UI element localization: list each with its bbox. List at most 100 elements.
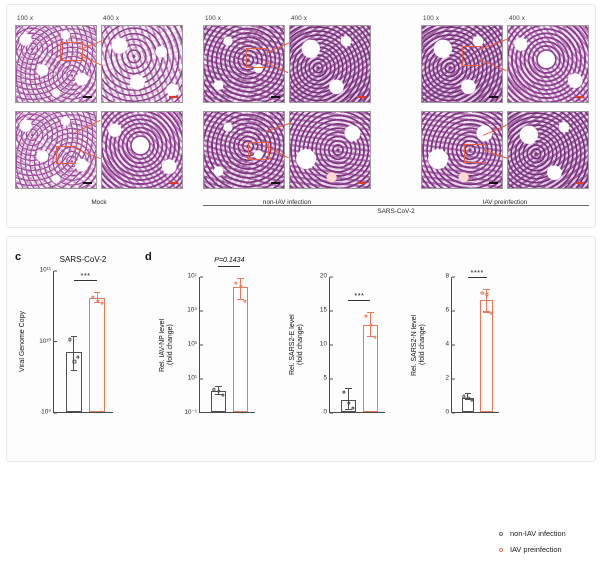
y-axis-tick-label: 5 (323, 375, 333, 382)
y-axis-tick-label: 10¹⁰ (39, 337, 57, 345)
legend-marker-icon (499, 547, 503, 552)
data-point (76, 355, 80, 359)
group-caption-non-iav-infection: non-IAV infection (262, 199, 312, 206)
tissue-texture (290, 26, 370, 102)
tissue-texture (290, 112, 370, 188)
scale-bar (271, 96, 280, 98)
scale-bar (575, 182, 584, 184)
micrograph-mock-400x-row1 (101, 25, 183, 103)
tissue-texture (16, 26, 96, 102)
error-bar-cap (345, 387, 352, 389)
group-caption-mock: Mock (91, 199, 107, 206)
sars-cov-2-bracket (203, 205, 589, 206)
data-point (364, 314, 368, 318)
micrograph-noniav-400x-row1 (289, 25, 371, 103)
chart-viral-genome-copy: SARS-CoV-2 Viral Genome Copy 10⁹ 10¹⁰ 10¹¹ **… (19, 255, 113, 416)
charts-panel: c d SARS-CoV-2 Viral Genome Copy 10⁹ 10¹⁰ 10… (6, 236, 596, 554)
group-caption-iav-preinfection: IAV preinfection (482, 199, 528, 206)
error-bar-cap (345, 408, 352, 410)
data-point (217, 389, 221, 393)
bar-iav-preinfection (89, 298, 105, 412)
data-point (347, 401, 351, 405)
data-point (369, 323, 373, 327)
roi-box (462, 46, 482, 66)
significance-stars: *** (80, 271, 91, 281)
error-bar-cap (464, 399, 472, 401)
scale-bar (575, 96, 584, 98)
data-point (68, 338, 72, 342)
data-point (221, 393, 225, 397)
y-axis-tick-label: 4 (445, 341, 455, 348)
histology-group-iav-preinfection: 100 x 400 x (421, 13, 589, 219)
chart-rel-iav-np-level: Rel. IAV-NP level (fold change) 10⁻¹ 10¹ 10³… (159, 257, 255, 416)
error-bar-cap (237, 278, 244, 280)
data-point (91, 295, 95, 299)
y-axis-tick-label: 8 (445, 273, 455, 280)
y-axis-tick-label: 10⁵ (187, 307, 203, 314)
legend-label: non-IAV infection (510, 529, 566, 538)
legend-marker-icon (499, 531, 503, 536)
chart-title: SARS-CoV-2 (59, 255, 107, 264)
micrograph-iav-400x-row1 (507, 25, 589, 103)
magnification-label-high: 400 x (291, 15, 308, 22)
data-point (96, 299, 100, 304)
histology-group-mock: 100 x 400 x (15, 13, 183, 219)
y-axis-tick-label: 10⁹ (41, 409, 57, 416)
scale-bar (83, 96, 92, 98)
y-axis-tick-label: 10⁷ (188, 273, 204, 280)
data-point (342, 390, 346, 394)
data-point (466, 396, 471, 400)
micrograph-noniav-400x-row2 (289, 111, 371, 189)
error-bar (486, 290, 488, 313)
figure-root: 100 x 400 x (6, 4, 596, 554)
chart-legend: non-IAV infection IAV preinfection (499, 529, 566, 561)
error-bar-cap (70, 335, 77, 337)
micrograph-mock-100x-row1 (15, 25, 97, 103)
error-bar-cap (367, 311, 374, 313)
plot-area: 0 5 10 15 20 *** (320, 273, 385, 416)
tissue-texture (204, 112, 284, 188)
y-axis-label: Rel. SARS2-E level (fold change) (289, 314, 305, 376)
micrograph-mock-400x-row2 (101, 111, 183, 189)
error-bar-cap (483, 289, 490, 291)
y-axis-tick-label: 10⁻¹ (184, 408, 203, 416)
scale-bar (489, 182, 498, 184)
significance-line (467, 277, 487, 279)
y-axis-tick-label: 10 (320, 341, 334, 348)
y-axis-label: Rel. IAV-NP level (fold change) (159, 318, 175, 372)
micrograph-iav-100x-row1 (421, 25, 503, 103)
panel-letter-c: c (15, 251, 22, 263)
data-point (239, 284, 243, 288)
magnification-label-high: 400 x (103, 15, 120, 22)
data-point (100, 301, 104, 305)
histology-group-non-iav-infection: 100 x 400 x (203, 13, 371, 219)
magnification-label-low: 100 x (17, 15, 34, 22)
error-bar-cap (464, 393, 472, 395)
legend-item-iav-preinfection: IAV preinfection (499, 545, 566, 554)
error-bar-cap (483, 311, 490, 313)
data-point (480, 291, 484, 295)
y-axis-tick-label: 15 (320, 307, 334, 314)
error-bar-cap (215, 393, 222, 395)
error-bar (347, 388, 350, 410)
significance-line (348, 299, 371, 301)
plot-area: 10⁻¹ 10¹ 10³ 10⁵ 10⁷ P=0.1434 (184, 257, 255, 416)
roi-box (248, 142, 269, 160)
error-bar (73, 336, 75, 371)
error-bar-cap (215, 385, 222, 387)
data-point (485, 293, 489, 297)
chart-rel-sars2-n-level: Rel. SARS2-N level (fold change) 0 2 4 6 8 **** (411, 268, 499, 416)
tissue-texture (102, 112, 182, 188)
p-value-annotation: P=0.1434 (214, 257, 245, 265)
y-axis-tick-label: 0 (323, 409, 333, 416)
data-point (72, 360, 76, 364)
plot-area: 10⁹ 10¹⁰ 10¹¹ *** (39, 267, 113, 416)
error-bar-cap (237, 298, 244, 300)
panel-letter-d: d (145, 251, 152, 263)
roi-box (60, 42, 83, 61)
y-axis-label: Rel. SARS2-N level (fold change) (411, 314, 427, 376)
bar-iav-preinfection (233, 287, 248, 412)
y-axis-tick-label: 10¹ (188, 375, 204, 382)
scale-bar (271, 182, 280, 184)
significance-line (73, 280, 98, 282)
